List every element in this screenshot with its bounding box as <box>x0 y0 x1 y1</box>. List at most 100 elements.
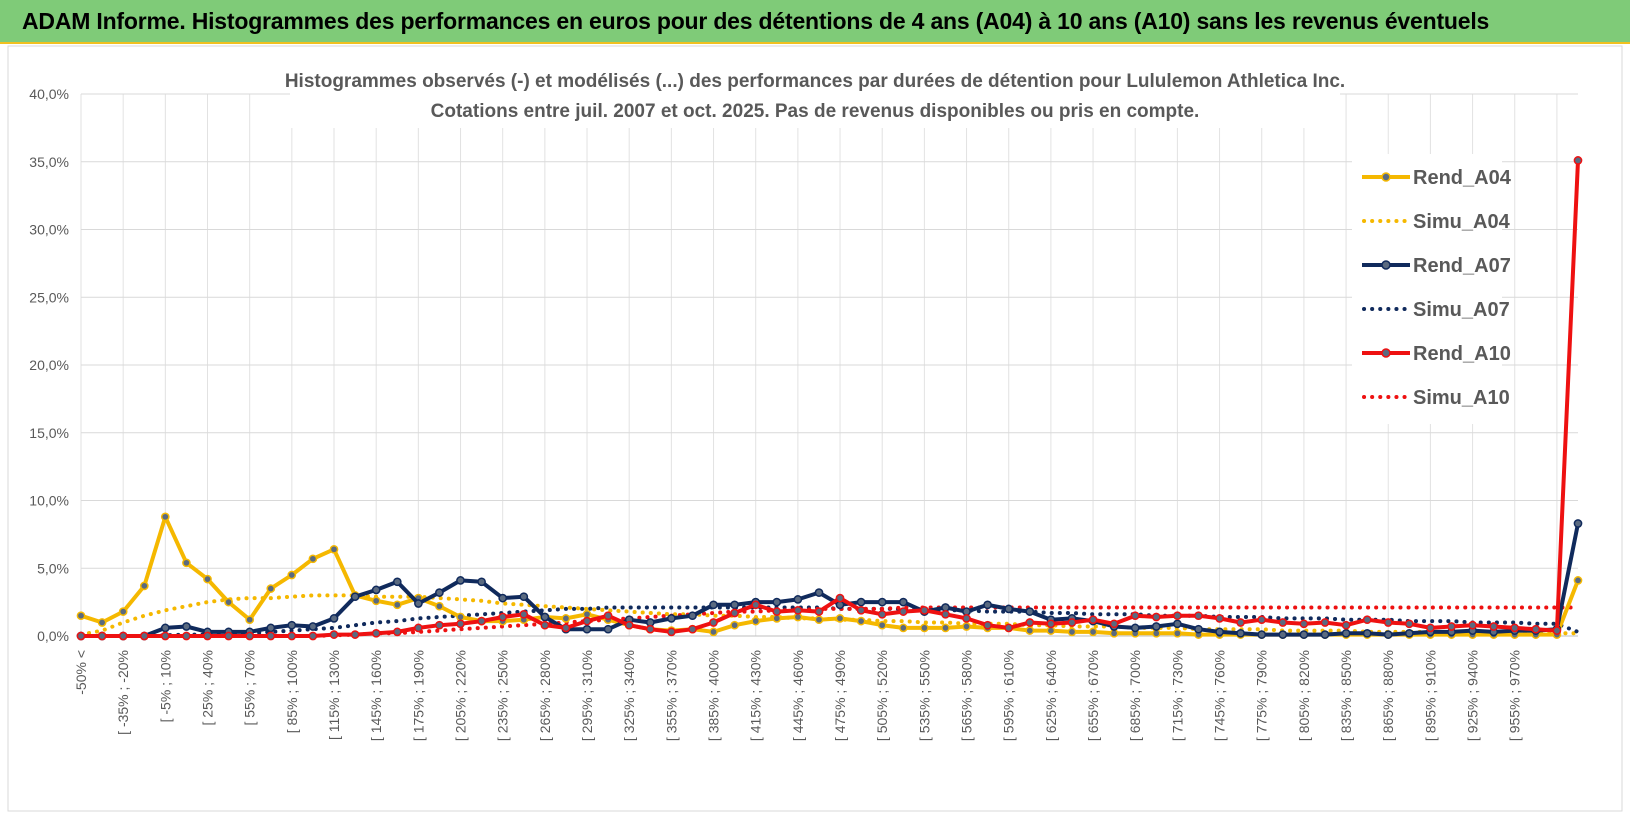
legend-label: Rend_A04 <box>1413 167 1512 189</box>
data-point <box>392 627 402 637</box>
data-point <box>435 601 444 611</box>
data-point <box>709 618 718 627</box>
data-point <box>1299 619 1309 629</box>
data-point <box>898 597 908 607</box>
data-point <box>1130 623 1140 633</box>
data-point <box>1067 627 1077 637</box>
data-point <box>519 592 529 602</box>
data-point <box>1278 618 1288 627</box>
data-point <box>456 619 465 629</box>
x-tick-label: [ 925% ; 940% <box>1465 650 1481 741</box>
data-point <box>730 600 739 610</box>
data-point <box>1215 627 1224 637</box>
data-point <box>814 588 824 597</box>
data-point <box>1194 611 1203 621</box>
data-point <box>1109 619 1119 629</box>
y-axis: 0,0% 5,0% 10,0% 15,0% 20,0% 25,0% 30,0% 35,0% 40… <box>29 86 69 644</box>
y-tick-label: 30,0% <box>29 222 69 238</box>
data-point <box>498 612 508 622</box>
data-point <box>1257 615 1267 625</box>
data-point <box>203 574 212 584</box>
data-point <box>1067 618 1077 627</box>
x-tick-label: [ 175% ; 190% <box>410 650 426 741</box>
x-tick-label: [ 835% ; 850% <box>1338 650 1354 741</box>
data-point <box>139 581 149 591</box>
data-point <box>266 623 276 633</box>
data-point <box>329 544 339 554</box>
data-point <box>1215 614 1224 623</box>
data-point <box>414 599 423 608</box>
data-point <box>603 624 613 634</box>
x-tick-label: [ -5% ; 10% <box>157 650 173 722</box>
data-point <box>371 585 381 595</box>
data-point <box>435 620 444 630</box>
x-tick-label: [ 505% ; 520% <box>874 650 890 741</box>
data-point <box>1320 618 1330 627</box>
data-point <box>350 630 360 639</box>
legend-item-rend_a04: Rend_A04 <box>1362 167 1512 189</box>
data-point <box>814 615 824 625</box>
legend: Rend_A04 Simu_A04 Rend_A07 Simu_A07 Rend_A10… <box>1352 154 1512 424</box>
x-tick-label: [ 415% ; 430% <box>748 650 764 741</box>
data-point <box>856 616 866 626</box>
data-point <box>709 600 718 610</box>
x-tick-label: [ 565% ; 580% <box>959 650 975 741</box>
legend-marker <box>1381 172 1391 182</box>
x-tick-label: [ 865% ; 880% <box>1380 650 1396 741</box>
data-point <box>1341 628 1351 638</box>
legend-label: Simu_A10 <box>1413 387 1510 409</box>
x-tick-label: [ 625% ; 640% <box>1043 650 1059 741</box>
data-point <box>1299 630 1309 639</box>
legend-marker <box>1381 260 1391 270</box>
data-point <box>582 624 592 634</box>
data-point <box>160 512 170 522</box>
legend-item-rend_a07: Rend_A07 <box>1362 255 1511 277</box>
data-point <box>1151 612 1161 622</box>
legend-label: Simu_A07 <box>1413 299 1510 321</box>
legend-label: Rend_A10 <box>1413 343 1511 365</box>
data-point <box>898 607 908 616</box>
data-point <box>603 611 613 621</box>
report-title: ADAM Informe. Histogrammes des performan… <box>22 8 1490 34</box>
data-point <box>920 605 929 615</box>
data-point <box>877 620 887 630</box>
data-point <box>983 620 992 630</box>
data-point <box>983 600 992 610</box>
data-point <box>1130 611 1140 621</box>
data-point <box>1531 624 1541 634</box>
data-point <box>1088 615 1098 625</box>
x-tick-label: [ 445% ; 460% <box>790 650 806 741</box>
data-point <box>561 623 571 633</box>
legend-item-simu_a10: Simu_A10 <box>1362 387 1510 409</box>
x-tick-label: [ 25% ; 40% <box>200 650 216 726</box>
data-point <box>540 620 550 630</box>
data-point <box>1468 620 1477 630</box>
data-point <box>1257 630 1267 639</box>
y-tick-label: 0,0% <box>37 628 69 644</box>
data-point <box>1362 615 1372 625</box>
x-tick-label: [ 535% ; 550% <box>916 650 932 741</box>
y-tick-label: 20,0% <box>29 357 69 373</box>
data-point <box>182 622 191 631</box>
data-point <box>793 595 803 604</box>
data-point <box>624 620 634 630</box>
x-tick-label: [ 655% ; 670% <box>1085 650 1101 741</box>
legend-label: Simu_A04 <box>1413 211 1511 233</box>
data-point <box>456 576 465 585</box>
data-point <box>1278 630 1288 639</box>
line-chart: 0,0% 5,0% 10,0% 15,0% 20,0% 25,0% 30,0% 35,0% 40… <box>7 45 1623 812</box>
data-point <box>160 623 170 633</box>
data-point <box>435 588 444 597</box>
data-point <box>1173 628 1182 638</box>
y-tick-label: 15,0% <box>29 425 69 441</box>
x-tick-label: [ 955% ; 970% <box>1507 650 1523 741</box>
x-tick-label: [ 355% ; 370% <box>663 650 679 741</box>
legend-background <box>1352 154 1502 424</box>
data-point <box>814 607 824 616</box>
data-point <box>1362 628 1372 638</box>
data-point <box>667 627 676 637</box>
data-point <box>1025 618 1035 627</box>
data-point <box>1151 622 1161 631</box>
x-tick-label: [ 265% ; 280% <box>537 650 553 741</box>
data-point <box>266 631 276 641</box>
